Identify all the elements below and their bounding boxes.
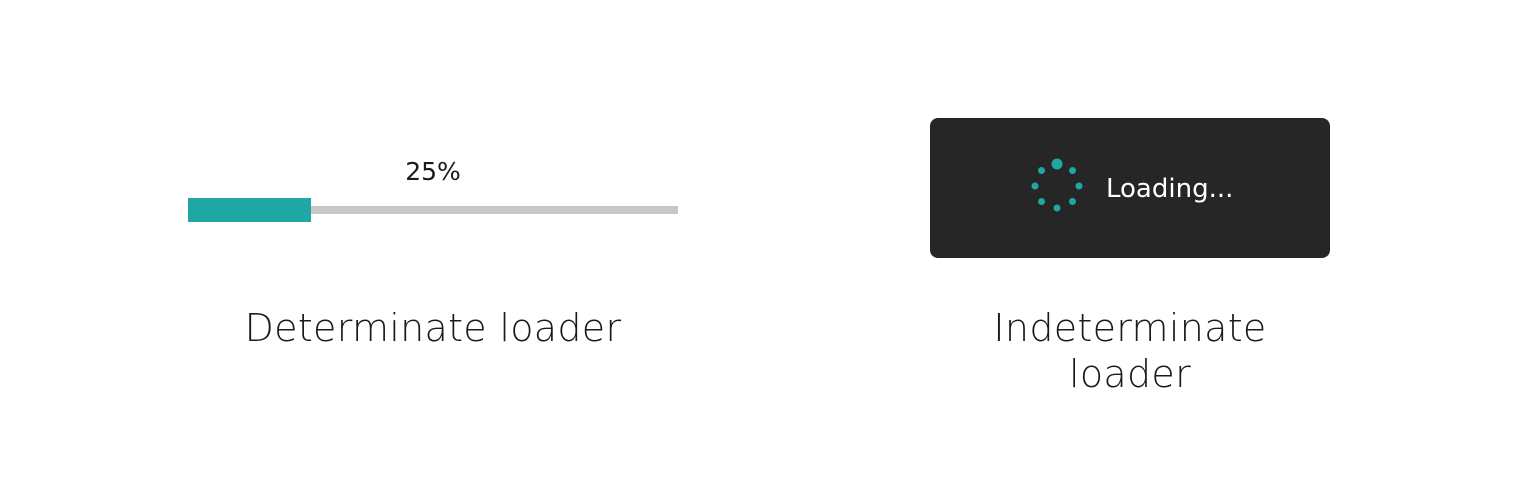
spinner-dots-icon [1031, 158, 1083, 212]
spinner-dot [1075, 182, 1083, 190]
spinner-dot [1069, 167, 1076, 174]
loading-panel: Loading... [930, 118, 1330, 258]
indeterminate-loader-caption: Indeterminate loader [993, 306, 1267, 396]
progress-fill [188, 198, 311, 222]
determinate-loader-example: 25% Determinate loader [188, 0, 678, 480]
spinner-dot [1038, 167, 1045, 174]
indeterminate-loader-example: Loading... Indeterminate loader [930, 0, 1330, 480]
spinner-dot [1038, 198, 1045, 205]
spinner-dot [1031, 182, 1039, 190]
spinner-dot [1069, 198, 1076, 205]
loading-text: Loading... [1106, 174, 1234, 204]
progress-percent-label: 25% [405, 157, 461, 186]
progress-track [188, 206, 678, 214]
spinner-dot [1053, 204, 1061, 212]
determinate-loader-caption: Determinate loader [244, 306, 622, 350]
spinner-dot [1051, 158, 1063, 170]
